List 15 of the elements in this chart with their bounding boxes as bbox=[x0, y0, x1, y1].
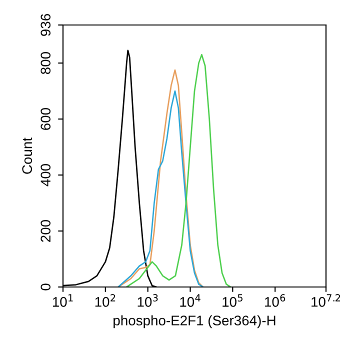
y-tick-label: 400 bbox=[40, 164, 51, 186]
x-tick-label: 10$^{7.2}$ bbox=[312, 294, 340, 307]
x-tick-label: 10$^{6}$ bbox=[265, 294, 286, 307]
y-tick-label: 936 bbox=[40, 14, 51, 36]
y-axis-title: Count bbox=[22, 138, 32, 174]
y-tick-label: 0 bbox=[40, 284, 51, 290]
x-axis-title: phospho-E2F1 (Ser364)-H bbox=[114, 315, 276, 328]
y-tick-label: 200 bbox=[40, 220, 51, 242]
x-tick-label: 10$^{3}$ bbox=[138, 294, 158, 307]
y-tick-label: 800 bbox=[40, 52, 51, 74]
x-tick-label: 10$^{2}$ bbox=[95, 294, 116, 307]
y-tick-label: 600 bbox=[40, 108, 51, 130]
x-tick-label: 10$^{4}$ bbox=[180, 294, 200, 307]
x-tick-label: 10$^{1}$ bbox=[52, 294, 73, 307]
x-tick-label: 10$^{5}$ bbox=[222, 294, 242, 307]
